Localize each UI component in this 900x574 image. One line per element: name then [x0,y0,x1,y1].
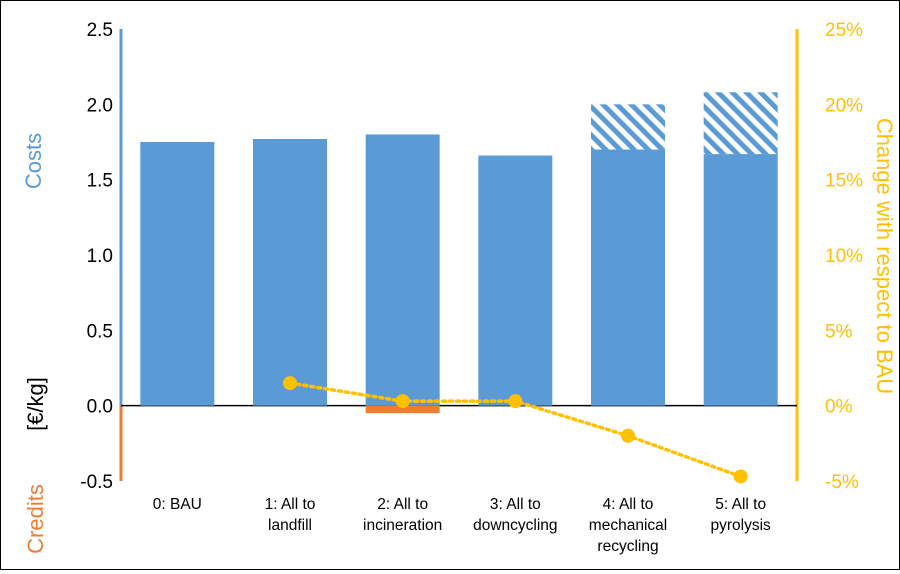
hatched-cost-bar [703,92,778,155]
left-tick-label: 0.5 [87,321,113,342]
cost-bar [253,138,327,406]
cost-bar [140,142,215,406]
change-point [621,428,635,443]
category-label: 1: All to landfill [265,496,316,534]
category-label: 4: All to mechanical recycling [589,496,667,555]
right-tick-label: 15% [825,171,863,192]
right-tick-label: -5% [825,472,859,493]
chart-text: Costs [€/kg] Credits Change with respect… [21,118,897,554]
left-tick-label: -0.5 [80,472,113,493]
change-point [283,376,297,391]
change-point [395,394,410,409]
right-tick-label: 10% [825,246,863,267]
category-label: 0: BAU [153,496,202,513]
change-line [283,376,748,484]
left-tick-label: 2.0 [87,95,113,116]
bars [140,92,778,414]
unit-axis-label: [€/kg] [23,377,48,431]
cost-bar [703,154,778,406]
right-tick-label: 25% [825,20,863,41]
credits-axis-label: Credits [23,484,48,554]
left-tick-label: 0.0 [87,397,113,418]
hatched-cost-bar [591,104,665,150]
right-tick-label: 5% [825,321,853,342]
cost-bar [365,134,440,406]
category-label: 2: All to incineration [363,496,442,534]
right-axis-label: Change with respect to BAU [872,118,897,394]
change-point [508,394,523,409]
costs-axis-label: Costs [21,133,46,189]
cost-bar [591,149,665,406]
axes: -0.5 0.0 0.5 1.0 1.5 2.0 2.5 -5% 0% 5% 10% 15% 20% 25… [80,20,863,555]
category-label: 3: All to downcycling [473,496,557,534]
category-label: 5: All to pyrolysis [711,496,772,534]
credit-bar [365,405,440,414]
right-tick-label: 0% [825,397,853,418]
left-tick-label: 2.5 [87,20,113,41]
left-tick-label: 1.0 [87,246,113,267]
change-point [733,469,748,484]
cost-bar [478,155,553,406]
left-tick-label: 1.5 [87,171,113,192]
right-tick-label: 20% [825,95,863,116]
